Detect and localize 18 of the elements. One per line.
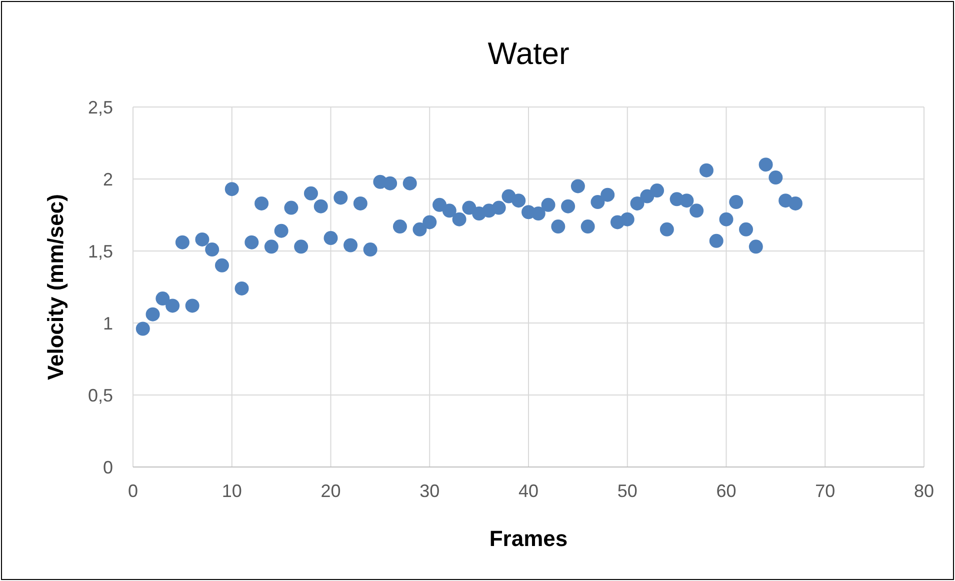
x-tick-label: 10 xyxy=(222,481,242,501)
x-tick-label: 40 xyxy=(518,481,539,501)
y-tick-label: 1,5 xyxy=(88,241,113,262)
x-tick-label: 60 xyxy=(716,481,736,501)
x-tick-label: 70 xyxy=(815,481,836,501)
x-tick-label: 50 xyxy=(617,481,638,501)
y-tick-label: 1 xyxy=(102,313,113,334)
y-tick-label: 2,5 xyxy=(88,97,113,118)
y-tick-label: 0 xyxy=(102,457,113,478)
x-axis-title: Frames xyxy=(489,526,568,551)
y-tick-label: 2 xyxy=(102,169,113,190)
x-tick-label: 30 xyxy=(420,481,440,501)
x-tick-label: 0 xyxy=(128,481,138,501)
y-axis-title: Velocity (mm/sec) xyxy=(43,194,68,380)
x-tick-label: 80 xyxy=(914,481,934,501)
chart-title: Water xyxy=(488,36,570,71)
y-tick-label: 0,5 xyxy=(88,385,113,406)
x-tick-label: 20 xyxy=(320,481,341,501)
